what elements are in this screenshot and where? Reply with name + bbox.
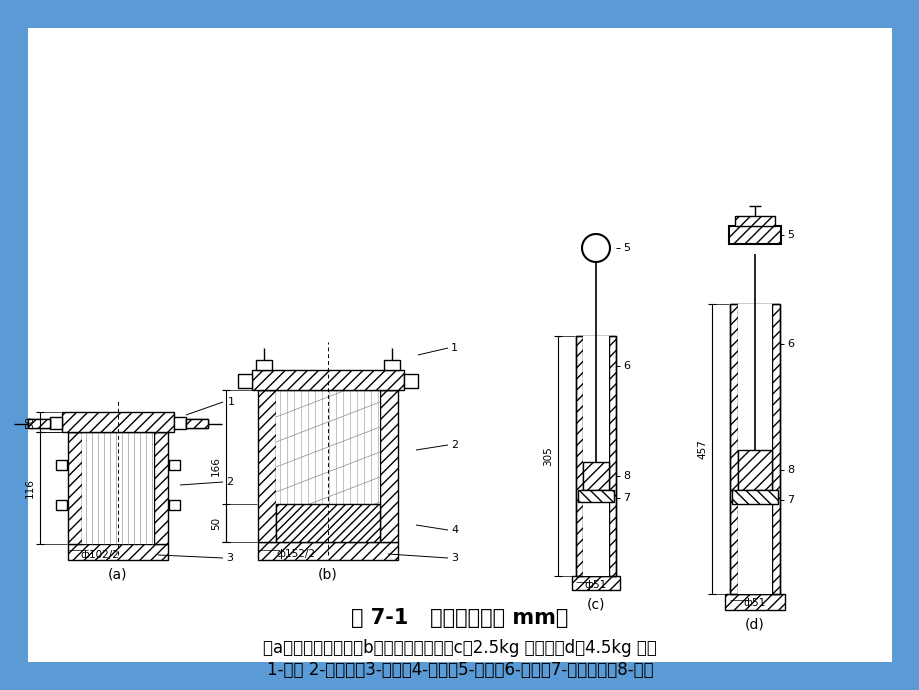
- Bar: [276, 504, 380, 542]
- Text: (c): (c): [586, 598, 605, 612]
- Bar: [56, 460, 67, 470]
- Text: 50: 50: [25, 415, 35, 428]
- Bar: [169, 460, 180, 470]
- Bar: [403, 374, 417, 388]
- Bar: [276, 390, 380, 542]
- Text: 1-套筒 2-击实筒；3-底板；4-垫块；5-提手；6-导筒；7-硬橡皮垫；8-击锤: 1-套筒 2-击实筒；3-底板；4-垫块；5-提手；6-导筒；7-硬橡皮垫；8-…: [267, 661, 652, 679]
- Bar: [174, 417, 186, 429]
- Bar: [169, 500, 180, 510]
- Bar: [732, 490, 777, 504]
- Text: 5: 5: [786, 230, 793, 240]
- Bar: [56, 500, 67, 510]
- Bar: [257, 542, 398, 560]
- Text: 4: 4: [450, 525, 458, 535]
- Text: ф102/2: ф102/2: [81, 550, 119, 560]
- Bar: [68, 432, 82, 544]
- Bar: [724, 594, 784, 610]
- Bar: [68, 544, 168, 560]
- Bar: [734, 216, 774, 226]
- Text: 457: 457: [697, 439, 706, 459]
- Bar: [255, 360, 272, 370]
- Bar: [728, 226, 780, 244]
- Text: (d): (d): [744, 618, 764, 632]
- Bar: [729, 304, 737, 594]
- Bar: [380, 390, 398, 542]
- Bar: [737, 450, 771, 490]
- Text: ф152/2: ф152/2: [277, 549, 315, 559]
- Bar: [608, 336, 616, 576]
- Text: ф51: ф51: [743, 598, 766, 608]
- Bar: [28, 419, 50, 428]
- Text: （a）轻型击实筒；（b）重型击实筒；（c）2.5kg 击锤；（d）4.5kg 击锤: （a）轻型击实筒；（b）重型击实筒；（c）2.5kg 击锤；（d）4.5kg 击…: [263, 639, 656, 657]
- Bar: [186, 419, 208, 428]
- Text: 2: 2: [226, 477, 233, 487]
- Bar: [583, 462, 608, 490]
- Text: 图 7-1   击实仪（单位 mm）: 图 7-1 击实仪（单位 mm）: [351, 608, 568, 628]
- Bar: [771, 304, 779, 594]
- Text: (b): (b): [318, 568, 337, 582]
- Text: 166: 166: [210, 456, 221, 476]
- Text: 6: 6: [786, 339, 793, 349]
- Bar: [153, 432, 168, 544]
- Bar: [257, 390, 276, 542]
- Text: 50: 50: [210, 516, 221, 529]
- Bar: [82, 432, 153, 544]
- Text: (a): (a): [108, 568, 128, 582]
- Bar: [729, 304, 779, 594]
- Bar: [62, 412, 174, 432]
- Text: 5: 5: [622, 243, 630, 253]
- Bar: [252, 370, 403, 390]
- Text: 1: 1: [450, 343, 458, 353]
- Bar: [572, 576, 619, 590]
- Text: 305: 305: [542, 446, 552, 466]
- Text: 3: 3: [226, 553, 233, 563]
- Text: 3: 3: [450, 553, 458, 563]
- Bar: [383, 360, 400, 370]
- Bar: [50, 417, 62, 429]
- Text: ф51: ф51: [584, 580, 607, 590]
- Bar: [737, 304, 771, 594]
- Text: 8: 8: [786, 465, 793, 475]
- Text: 7: 7: [622, 493, 630, 503]
- Text: 6: 6: [622, 361, 630, 371]
- Bar: [28, 419, 50, 428]
- Bar: [577, 490, 613, 502]
- Bar: [238, 374, 252, 388]
- Bar: [575, 336, 616, 576]
- Text: 2: 2: [450, 440, 458, 450]
- Bar: [186, 419, 208, 428]
- Text: 8: 8: [622, 471, 630, 481]
- Text: 1: 1: [228, 397, 234, 407]
- Text: 116: 116: [25, 478, 35, 498]
- Bar: [583, 336, 608, 576]
- Text: 7: 7: [786, 495, 793, 505]
- Bar: [575, 336, 583, 576]
